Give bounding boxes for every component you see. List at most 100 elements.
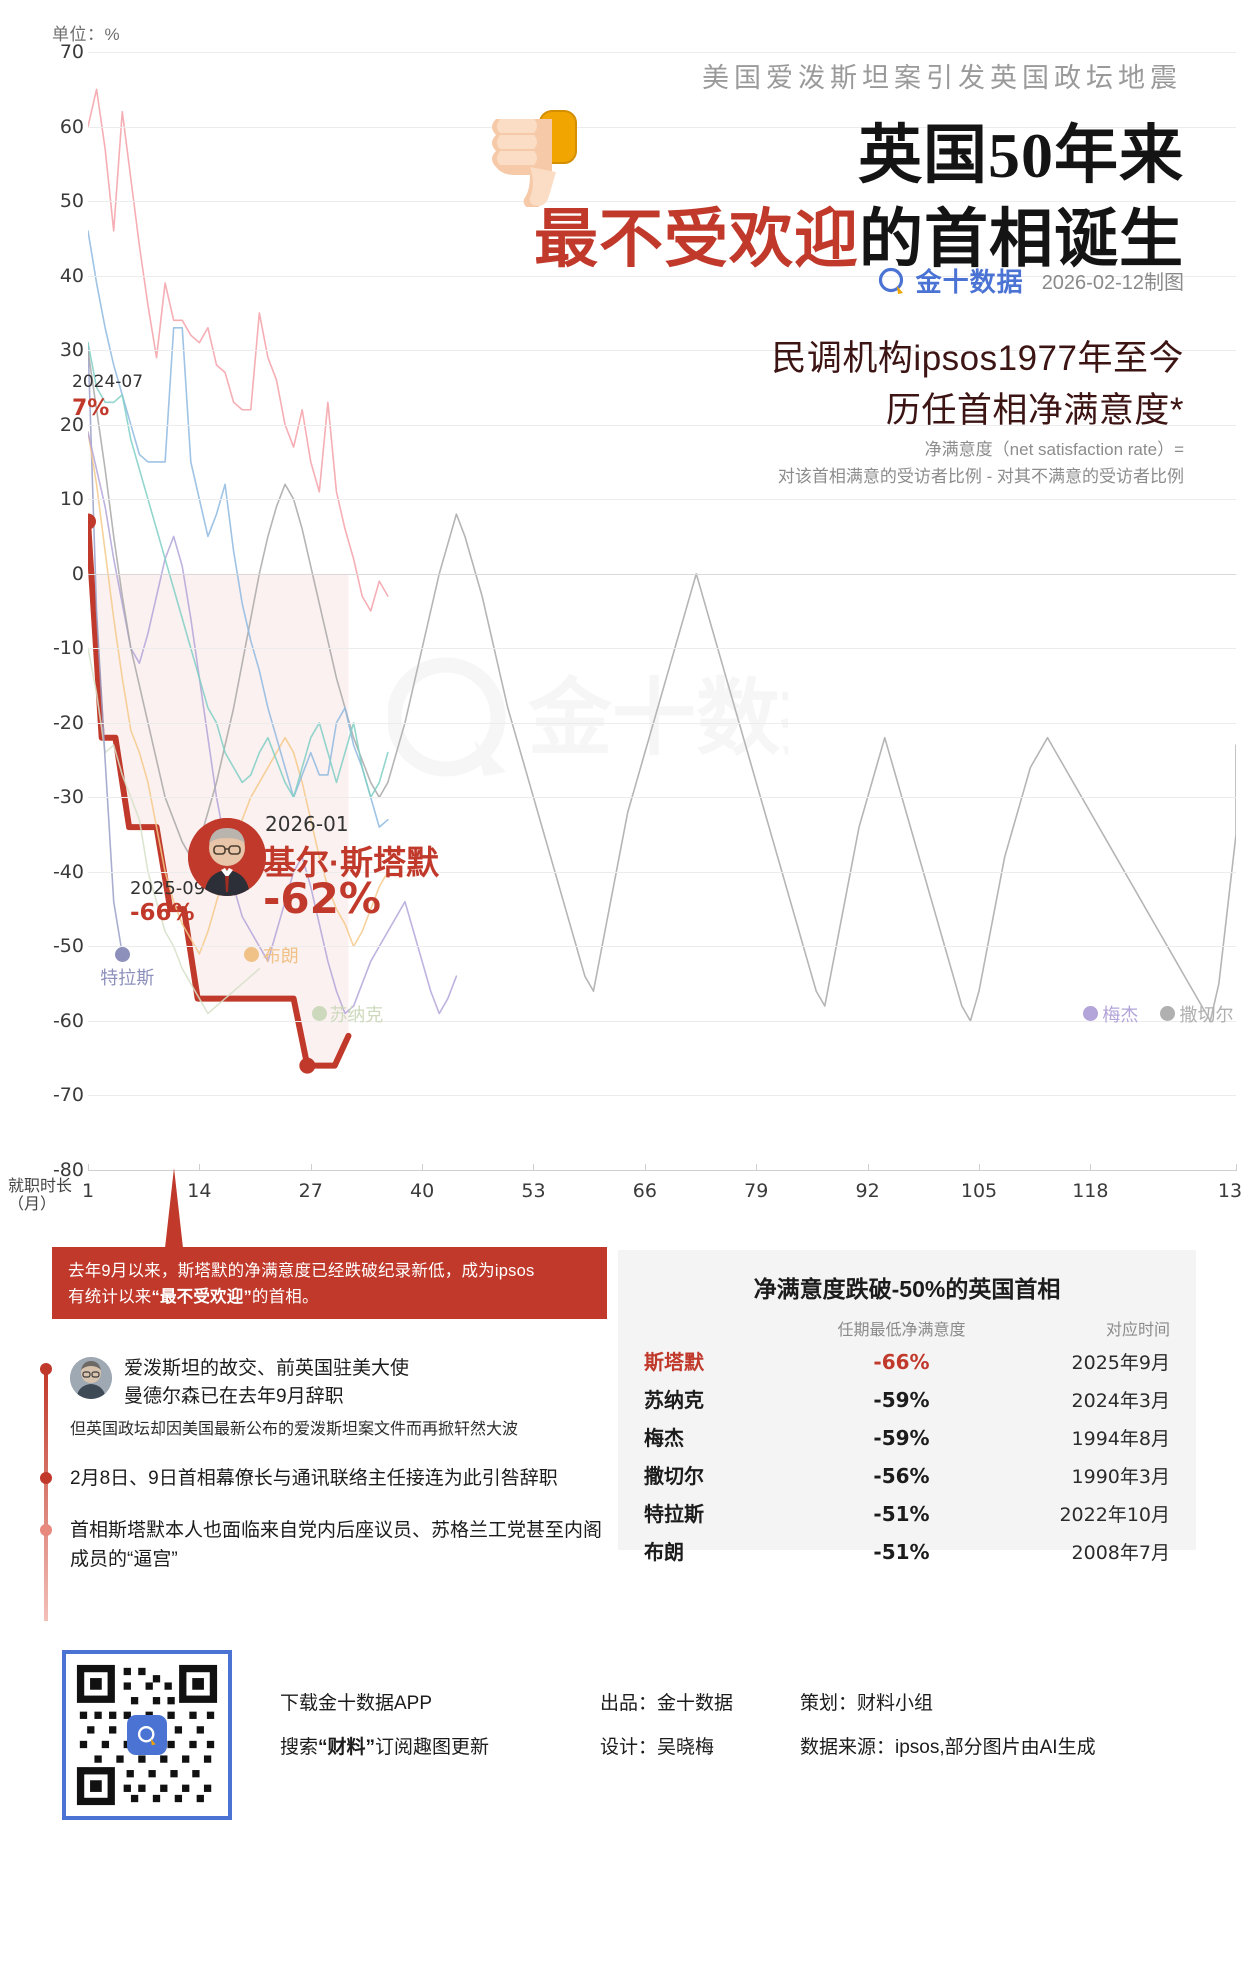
chart-gridline xyxy=(88,424,1236,426)
chart-x-tick-mark xyxy=(310,1164,312,1171)
chart-gridline xyxy=(88,1020,1236,1022)
chart-y-tick-label: 0 xyxy=(71,562,84,585)
rank-cell-name: 撒切尔 xyxy=(644,1466,704,1488)
chart-x-tick-label: 118 xyxy=(1072,1180,1109,1202)
rank-cell-time: 1994年8月 xyxy=(1071,1428,1170,1450)
list-item: 首相斯塔默本人也面临来自党内后座议员、苏格兰工党甚至内阁成员的“逼宫” xyxy=(40,1516,620,1575)
chart-pm-label-撒切尔: 撒切尔 xyxy=(1179,1005,1234,1026)
bullet-head-line-1: 爱泼斯坦的故交、前英国驻美大使 xyxy=(124,1358,410,1379)
chart-gridline xyxy=(88,722,1236,724)
chart-x-tick-label: 14 xyxy=(187,1180,212,1202)
rank-header-name xyxy=(644,1316,814,1340)
chart-x-tick-mark xyxy=(199,1164,201,1171)
qr-code-icon[interactable] xyxy=(62,1650,232,1820)
chart-y-tick-label: 10 xyxy=(59,488,84,511)
chart-pm-label-苏纳克: 苏纳克 xyxy=(329,1005,384,1026)
footer-app-line-1: 下载金十数据APP xyxy=(280,1693,433,1714)
bullet-list: 爱泼斯坦的故交、前英国驻美大使 曼德尔森已在去年9月辞职 但英国政坛却因美国最新… xyxy=(40,1355,620,1621)
annotation-date-2024-07: 2024-07 xyxy=(72,372,144,392)
chart-pm-label-特拉斯: 特拉斯 xyxy=(100,967,155,988)
bullet-dot-icon xyxy=(40,1523,52,1536)
chart-x-tick-mark xyxy=(978,1164,980,1171)
jin10-logo-icon xyxy=(878,267,906,295)
table-row: 特拉斯 -51% 2022年10月 xyxy=(644,1498,1170,1536)
rank-cell-name: 梅杰 xyxy=(644,1428,684,1450)
rank-cell-name: 苏纳克 xyxy=(644,1390,704,1412)
chart-x-tick-mark xyxy=(533,1164,535,1171)
chart-gridline xyxy=(88,350,1236,352)
rank-table-title: 净满意度跌破-50%的英国首相 xyxy=(753,1276,1061,1302)
footer-app-2c: 订阅趣图更新 xyxy=(375,1737,490,1758)
chart-x-tick-mark xyxy=(756,1164,758,1171)
bullet-rail xyxy=(44,1371,48,1621)
definition-line-1: 净满意度（net satisfaction rate）= xyxy=(924,440,1184,459)
chart-gridline xyxy=(88,1095,1236,1097)
chart-pm-dot-撒切尔 xyxy=(1160,1006,1176,1022)
footer-app-line-2: 搜索“财料”订阅趣图更新 xyxy=(280,1732,489,1759)
kicker-text: 美国爱泼斯坦案引发英国政坛地震 xyxy=(702,63,1182,93)
chart-pm-dot-布朗 xyxy=(243,946,259,962)
definition-line-2: 对该首相满意的受访者比例 - 对其不满意的受访者比例 xyxy=(777,467,1184,486)
rank-table-body: 斯塔默 -66% 2025年9月苏纳克 -59% 2024年3月 梅杰 -59% 1994年8… xyxy=(644,1346,1170,1574)
footer-planner: 策划：财料小组 xyxy=(800,1693,934,1714)
rank-table: 净满意度跌破-50%的英国首相 任期最低净满意度 对应时间 斯塔默 -66% 202… xyxy=(618,1250,1196,1564)
chart-series-line xyxy=(88,341,389,799)
chart-marker-dot xyxy=(299,1057,316,1074)
rank-table-header: 任期最低净满意度 对应时间 xyxy=(644,1316,1170,1340)
chart-series-line xyxy=(88,230,389,828)
chart-marker-dot xyxy=(88,513,96,530)
mandelson-avatar xyxy=(70,1357,112,1399)
bullet-dot-icon xyxy=(40,1472,52,1485)
table-row: 苏纳克 -59% 2024年3月 xyxy=(644,1384,1170,1422)
chart-y-tick-label: 20 xyxy=(59,413,84,436)
rank-cell-time: 2024年3月 xyxy=(1071,1390,1170,1412)
chart-x-axis-title: 就职时长 （月） xyxy=(8,1178,73,1214)
footer-designer: 设计：吴晓梅 xyxy=(600,1737,715,1758)
chart-gridline xyxy=(88,946,1236,948)
chart-x-tick-label: 53 xyxy=(521,1180,546,1202)
chart-x-tick-mark xyxy=(1090,1164,1092,1171)
rank-cell-value: -51% xyxy=(873,1502,930,1526)
callout-box: 去年9月以来，斯塔默的净满意度已经跌破纪录新低，成为ipsos 有统计以来“最不… xyxy=(52,1247,607,1319)
chart-unit-label: 单位：% xyxy=(52,25,121,44)
headline-line-1: 英国50年来 xyxy=(858,120,1184,191)
bullet-text: 首相斯塔默本人也面临来自党内后座议员、苏格兰工党甚至内阁成员的“逼宫” xyxy=(70,1519,603,1570)
chart-y-tick-label: -20 xyxy=(52,711,84,734)
callout-line-2b: “最不受欢迎” xyxy=(151,1287,252,1306)
chart-y-tick-label: 60 xyxy=(59,115,84,138)
subtitle-line-2: 历任首相净满意度* xyxy=(885,391,1184,430)
annotation-value-2025-09: -66% xyxy=(130,900,195,926)
chart-x-tick-label: 1 xyxy=(81,1180,95,1202)
chart-pm-dot-特拉斯 xyxy=(115,946,131,962)
subtitle-line-1: 民调机构ipsos1977年至今 xyxy=(771,339,1184,378)
brand-date: 2026-02-12制图 xyxy=(1041,272,1184,294)
table-row: 撒切尔 -56% 1990年3月 xyxy=(644,1460,1170,1498)
chart-x-tick-mark xyxy=(1236,1164,1237,1171)
footer-producer: 出品：金十数据 xyxy=(600,1693,734,1714)
rank-cell-name: 特拉斯 xyxy=(644,1504,704,1526)
footer-app-2a: 搜索 xyxy=(280,1737,319,1758)
chart-y-tick-label: -80 xyxy=(52,1159,84,1181)
table-row: 梅杰 -59% 1994年8月 xyxy=(644,1422,1170,1460)
list-item: 爱泼斯坦的故交、前英国驻美大使 曼德尔森已在去年9月辞职 但英国政坛却因美国最新… xyxy=(40,1355,620,1442)
rank-header-value: 任期最低净满意度 xyxy=(837,1322,966,1339)
chart-y-tick-label: 70 xyxy=(59,41,84,63)
chart-gridline xyxy=(88,52,1236,53)
list-item: 2月8日、9日首相幕僚长与通讯联络主任接连为此引咎辞职 xyxy=(40,1464,620,1493)
rank-cell-name: 斯塔默 xyxy=(644,1352,704,1374)
chart-pm-label-梅杰: 梅杰 xyxy=(1102,1005,1139,1026)
annotation-person-name: 基尔·斯塔默 xyxy=(263,844,439,881)
chart-x-tick-label: 92 xyxy=(855,1180,880,1202)
table-row: 布朗 -51% 2008年7月 xyxy=(644,1536,1170,1574)
rank-cell-value: -66% xyxy=(873,1350,930,1374)
chart-y-tick-label: -30 xyxy=(52,786,84,809)
rank-cell-time: 2025年9月 xyxy=(1071,1352,1170,1374)
chart-gridline xyxy=(88,126,1236,128)
headline-line-2: 最不受欢迎的首相诞生 xyxy=(534,188,1184,280)
bullet-head-line-2: 曼德尔森已在去年9月辞职 xyxy=(124,1385,344,1407)
chart-y-tick-label: 30 xyxy=(59,339,84,362)
rank-header-time: 对应时间 xyxy=(1105,1322,1170,1339)
callout-line-2c: 的首相。 xyxy=(251,1287,319,1306)
chart-x-tick-label: 105 xyxy=(960,1180,998,1202)
